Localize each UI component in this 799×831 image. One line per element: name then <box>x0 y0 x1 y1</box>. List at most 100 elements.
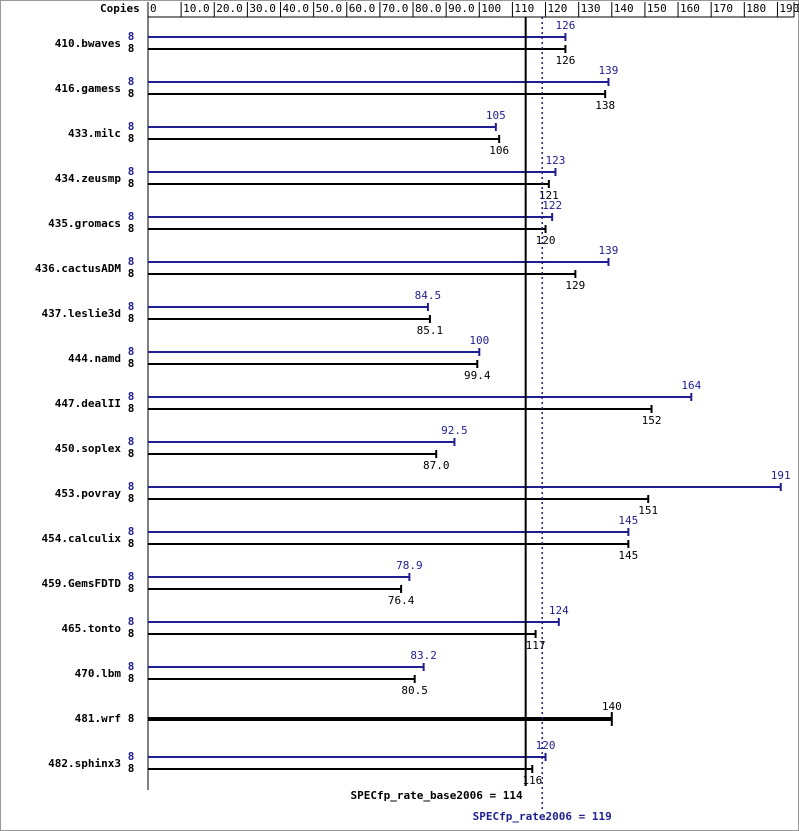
x-tick-label: 80.0 <box>415 2 442 15</box>
copies-label: 8 <box>128 480 135 493</box>
copies-label: 8 <box>128 750 135 763</box>
copies-label: 8 <box>128 615 135 628</box>
benchmark-label: 437.leslie3d <box>42 307 121 320</box>
x-tick-label: 160 <box>680 2 700 15</box>
copies-label: 8 <box>128 435 135 448</box>
value-label: 140 <box>602 700 622 713</box>
value-label: 164 <box>681 379 701 392</box>
copies-label: 8 <box>128 267 135 280</box>
copies-label: 8 <box>128 712 135 725</box>
value-label: 126 <box>555 19 575 32</box>
value-label: 85.1 <box>417 324 444 337</box>
value-label: 145 <box>618 514 638 527</box>
value-label: 105 <box>486 109 506 122</box>
value-label: 138 <box>595 99 615 112</box>
copies-label: 8 <box>128 222 135 235</box>
x-tick-label: 150 <box>647 2 667 15</box>
copies-label: 8 <box>128 132 135 145</box>
benchmark-label: 434.zeusmp <box>55 172 122 185</box>
benchmark-label: 435.gromacs <box>48 217 121 230</box>
value-label: 122 <box>542 199 562 212</box>
benchmark-label: 433.milc <box>68 127 121 140</box>
value-label: 80.5 <box>401 684 428 697</box>
value-label: 84.5 <box>415 289 442 302</box>
benchmark-label: 410.bwaves <box>55 37 121 50</box>
copies-label: 8 <box>128 42 135 55</box>
copies-label: 8 <box>128 345 135 358</box>
copies-label: 8 <box>128 30 135 43</box>
copies-label: 8 <box>128 357 135 370</box>
copies-label: 8 <box>128 255 135 268</box>
copies-label: 8 <box>128 762 135 775</box>
benchmark-label: 481.wrf <box>75 712 121 725</box>
value-label: 191 <box>771 469 791 482</box>
value-label: 145 <box>618 549 638 562</box>
benchmark-label: 450.soplex <box>55 442 122 455</box>
copies-label: 8 <box>128 312 135 325</box>
copies-label: 8 <box>128 87 135 100</box>
copies-header: Copies <box>100 2 140 15</box>
value-label: 116 <box>522 774 542 787</box>
x-tick-label: 120 <box>548 2 568 15</box>
copies-label: 8 <box>128 177 135 190</box>
x-tick-label: 40.0 <box>283 2 310 15</box>
copies-label: 8 <box>128 447 135 460</box>
reference-label: SPECfp_rate2006 = 119 <box>473 810 612 823</box>
x-tick-label: 180 <box>746 2 766 15</box>
benchmark-label: 470.lbm <box>75 667 122 680</box>
benchmark-label: 459.GemsFDTD <box>42 577 122 590</box>
x-tick-label: 10.0 <box>183 2 210 15</box>
copies-label: 8 <box>128 525 135 538</box>
value-label: 87.0 <box>423 459 450 472</box>
copies-label: 8 <box>128 210 135 223</box>
benchmark-label: 447.dealII <box>55 397 121 410</box>
x-tick-label: 50.0 <box>316 2 343 15</box>
value-label: 129 <box>565 279 585 292</box>
value-label: 120 <box>536 739 556 752</box>
benchmark-label: 436.cactusADM <box>35 262 121 275</box>
x-tick-label: 170 <box>713 2 733 15</box>
x-tick-label: 195 <box>796 2 799 15</box>
value-label: 123 <box>546 154 566 167</box>
value-label: 151 <box>638 504 658 517</box>
x-tick-label: 70.0 <box>382 2 409 15</box>
copies-label: 8 <box>128 120 135 133</box>
x-tick-label: 90.0 <box>448 2 475 15</box>
x-tick-label: 30.0 <box>249 2 276 15</box>
value-label: 106 <box>489 144 509 157</box>
value-label: 126 <box>555 54 575 67</box>
copies-label: 8 <box>128 660 135 673</box>
copies-label: 8 <box>128 570 135 583</box>
benchmark-label: 416.gamess <box>55 82 121 95</box>
copies-label: 8 <box>128 75 135 88</box>
value-label: 139 <box>599 244 619 257</box>
value-label: 100 <box>469 334 489 347</box>
x-tick-label: 100 <box>481 2 501 15</box>
value-label: 76.4 <box>388 594 415 607</box>
copies-label: 8 <box>128 582 135 595</box>
copies-label: 8 <box>128 402 135 415</box>
x-tick-label: 60.0 <box>349 2 376 15</box>
copies-label: 8 <box>128 627 135 640</box>
copies-label: 8 <box>128 390 135 403</box>
benchmark-label: 444.namd <box>68 352 121 365</box>
value-label: 120 <box>536 234 556 247</box>
copies-label: 8 <box>128 537 135 550</box>
benchmark-label: 454.calculix <box>42 532 122 545</box>
copies-label: 8 <box>128 165 135 178</box>
x-tick-label: 0 <box>150 2 157 15</box>
copies-label: 8 <box>128 492 135 505</box>
benchmark-label: 482.sphinx3 <box>48 757 121 770</box>
benchmark-label: 465.tonto <box>61 622 121 635</box>
x-tick-label: 140 <box>614 2 634 15</box>
value-label: 83.2 <box>410 649 437 662</box>
value-label: 117 <box>526 639 546 652</box>
value-label: 139 <box>599 64 619 77</box>
x-tick-label: 130 <box>581 2 601 15</box>
x-tick-label: 20.0 <box>216 2 243 15</box>
value-label: 78.9 <box>396 559 423 572</box>
value-label: 152 <box>642 414 662 427</box>
